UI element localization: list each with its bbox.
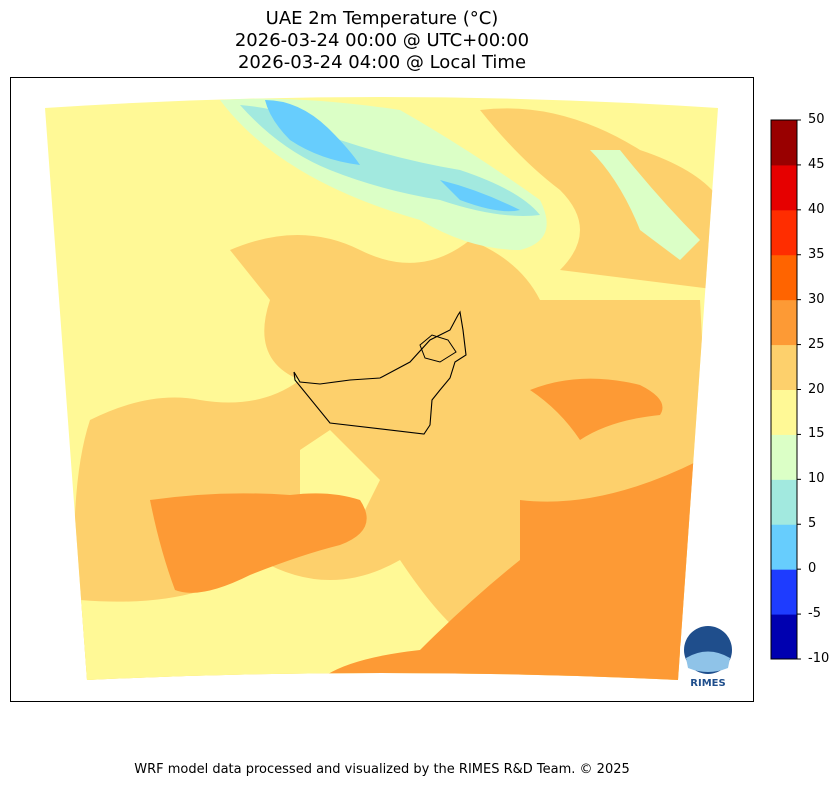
colorbar-bin [771,344,797,390]
colorbar-tick-label: 40 [808,201,825,217]
colorbar-bin [771,614,797,660]
colorbar-tick-label: 5 [808,516,817,532]
uae-border [293,310,467,435]
colorbar-tick-label: 0 [808,561,817,577]
internal-border [419,334,457,363]
colorbar-bin [771,389,797,435]
rimes-logo: RIMES [680,622,736,689]
temperature-field [45,97,718,680]
band-0-5-patch [440,180,520,212]
title-line-3: 2026-03-24 04:00 @ Local Time [237,52,527,73]
colorbar-tick-label: 15 [808,426,825,442]
colorbar-bin [771,434,797,480]
colorbar-tick-label: 10 [808,471,825,487]
footer-credit: WRF model data processed and visualized … [134,762,630,777]
band-25-30-west [150,493,367,593]
band-25-30-southeast [310,460,718,680]
colorbar-bin [771,209,797,256]
colorbar-bin [771,164,797,211]
colorbar-tick-label: 20 [808,381,825,397]
colorbar-tick-label: 35 [808,246,825,262]
band-0-5 [265,100,360,165]
colorbar-bin [771,254,797,301]
colorbar-bin [771,524,797,570]
colorbar-bin [771,299,797,346]
colorbar [770,119,801,660]
map-frame [10,77,754,702]
colorbar-tick-label: -5 [808,606,821,622]
colorbar-bin [771,120,797,166]
band-10-15-east [590,150,700,260]
band-25-30-east [530,378,663,440]
logo-text: RIMES [690,678,725,689]
colorbar-tick-label: 25 [808,336,825,352]
colorbar-tick-label: -10 [808,651,830,666]
title-line-1: UAE 2m Temperature (°C) [265,8,499,29]
title-line-2: 2026-03-24 00:00 @ UTC+00:00 [234,30,530,51]
colorbar-tick-label: 50 [808,112,825,127]
band-15-20-south [80,560,470,680]
colorbar-tick-label: 45 [808,156,825,172]
colorbar-tick-label: 30 [808,291,825,307]
colorbar-bin [771,479,797,525]
colorbar-bin [771,569,797,615]
